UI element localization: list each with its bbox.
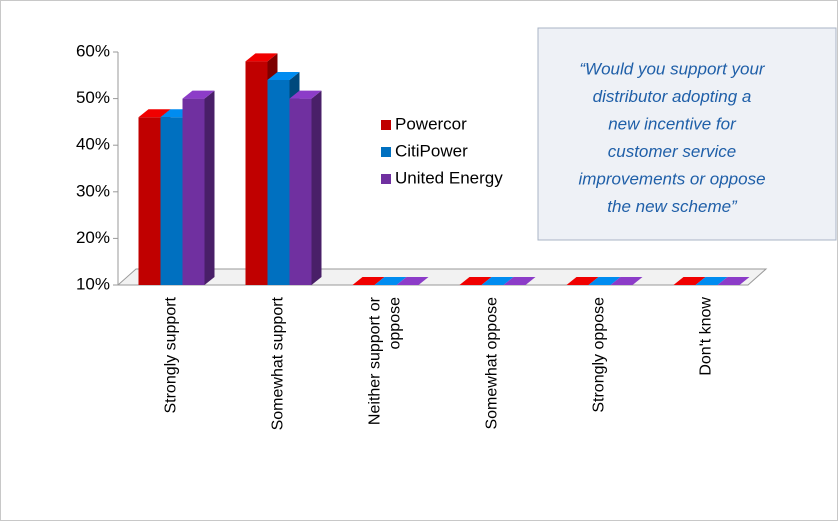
bar-top [610,277,643,285]
legend-label: CitiPower [395,141,468,160]
annotation-line: customer service [608,142,736,161]
annotation-line: the new scheme” [607,197,738,216]
annotation-box [537,27,837,241]
bar-top [374,277,407,285]
bar [352,277,385,285]
bar-front [267,79,290,286]
legend-swatch [381,120,391,130]
bar-top [289,90,322,99]
x-tick-label: Neither support or oppose [367,296,404,425]
bar-top [182,90,215,99]
bar [481,277,514,285]
bar-top [717,277,750,285]
bar-top [566,277,599,285]
bar [459,277,492,285]
bar-side [311,90,322,285]
y-tick-label: 60% [76,41,110,60]
floor [116,268,768,286]
bar [289,90,322,285]
annotation-line: improvements or oppose [578,169,765,188]
y-tick-label: 40% [76,135,110,154]
x-tick-label: Somewhat oppose [484,297,501,430]
bar-front [138,117,161,286]
bar [182,90,215,285]
x-tick-label: Strongly support [163,296,180,413]
annotation-line: distributor adopting a [593,87,752,106]
bar-top [588,277,621,285]
bar [503,277,536,285]
y-tick-label: 30% [76,181,110,200]
bar [610,277,643,285]
legend-swatch [381,147,391,157]
bar [695,277,728,285]
bar-side [204,90,215,285]
bar [717,277,750,285]
bar-front [160,117,183,286]
bar-top [459,277,492,285]
x-tick-label: Somewhat support [270,296,287,430]
bar-front [289,98,312,285]
bar-top [396,277,429,285]
y-tick-label: 10% [76,274,110,293]
x-tick-label: Don't know [698,297,715,376]
bar [374,277,407,285]
bar-top [673,277,706,285]
annotation-line: new incentive for [608,114,737,133]
bar-top [267,71,300,80]
legend-swatch [381,174,391,184]
x-tick-label: Strongly oppose [591,297,608,413]
y-tick-label: 20% [76,228,110,247]
bar [588,277,621,285]
legend-label: Powercor [395,114,467,133]
legend-label: United Energy [395,168,503,187]
bar-top [138,109,171,118]
y-tick-label: 50% [76,88,110,107]
bar-top [695,277,728,285]
bar [396,277,429,285]
bar-top [245,53,278,62]
bar-front [245,61,268,285]
bar-front [182,98,205,285]
bar-top [481,277,514,285]
bar-top [503,277,536,285]
bar [673,277,706,285]
bar-top [352,277,385,285]
annotation-line: “Would you support your [579,59,766,78]
bar [566,277,599,285]
